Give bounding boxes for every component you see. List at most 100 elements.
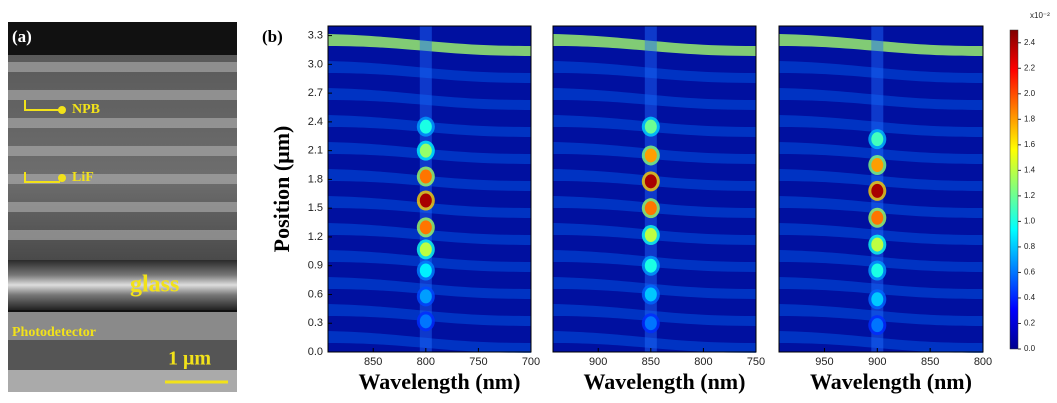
colorbar-tick-label: 1.4 [1024,165,1036,174]
x-tick-label: 750 [747,356,765,368]
plot-frame [327,25,532,353]
band [779,250,983,272]
hot-spot [419,220,432,235]
scale-bar-label: 1 μm [168,348,211,370]
hot-spot [644,287,657,302]
photodetector-label: Photodetector [12,325,96,340]
x-axis-title: Wavelength (nm) [359,369,521,394]
band [779,61,983,83]
x-tick-label: 800 [694,356,712,368]
panel-label: (b) [262,27,283,46]
colorbar-tick-label: 1.0 [1024,217,1036,226]
x-tick-label: 950 [815,356,833,368]
colorbar-tick-label: 0.2 [1024,319,1036,328]
band [779,277,983,299]
hot-spot [871,318,884,333]
colorbar-tick-label: 0.4 [1024,293,1036,302]
hot-spot [644,228,657,243]
y-tick-label: 1.2 [308,231,323,243]
y-tick-label: 2.1 [308,145,323,157]
x-tick-label: 750 [469,356,487,368]
hot-spot [644,258,657,273]
y-tick-label: 0.3 [308,317,323,329]
colorbar-multiplier: x10⁻² [1030,11,1050,20]
y-tick-label: 3.3 [308,29,323,41]
band [553,61,756,83]
band [779,331,983,353]
x-tick-label: 850 [364,356,382,368]
x-tick-label: 850 [921,356,939,368]
colorbar-tick-label: 0.8 [1024,242,1036,251]
band [779,169,983,191]
lif-label: LiF [72,170,94,185]
x-tick-label: 900 [868,356,886,368]
hot-spot [419,289,432,304]
hot-spot [419,314,432,329]
y-tick-label: 1.5 [308,202,323,214]
band [779,142,983,164]
hot-spot [871,132,884,147]
band [779,34,983,56]
hot-spot [871,237,884,252]
x-tick-label: 800 [417,356,435,368]
colorbar-tick-label: 1.8 [1024,114,1036,123]
colorbar [1009,29,1019,350]
hot-spot [644,174,657,189]
band [553,88,756,110]
y-axis-title: Position (μm) [269,126,294,253]
colorbar-tick-label: 2.2 [1024,63,1036,72]
band [553,34,756,56]
colorbar-tick-label: 2.0 [1024,89,1036,98]
colorbar-tick-label: 1.6 [1024,140,1036,149]
band [779,223,983,245]
hot-spot [871,210,884,225]
y-tick-label: 0.9 [308,260,323,272]
hot-spot [644,316,657,331]
x-tick-label: 700 [522,356,540,368]
heatmap [553,26,756,353]
hot-spot [871,292,884,307]
glass-label: glass [130,272,179,298]
band [779,88,983,110]
band [328,34,531,56]
panel-label: (a) [12,27,32,46]
colorbar-tick-label: 2.4 [1024,38,1036,47]
hot-spot [644,119,657,134]
heatmap [779,26,983,353]
band [779,196,983,218]
y-tick-label: 2.4 [308,116,323,128]
sem-image [8,22,237,392]
x-axis-title: Wavelength (nm) [810,369,972,394]
band [553,331,756,353]
x-tick-label: 800 [974,356,992,368]
colorbar-tick-label: 0.6 [1024,268,1036,277]
band [779,304,983,326]
x-axis-title: Wavelength (nm) [584,369,746,394]
band [328,250,531,272]
hot-spot [644,148,657,163]
y-tick-label: 0.0 [308,346,323,358]
hot-spot [419,143,432,158]
heatmap [328,26,531,353]
hot-spot [644,201,657,216]
npb-label: NPB [72,102,100,117]
band [779,115,983,137]
band [328,331,531,353]
colorbar-tick-label: 1.2 [1024,191,1036,200]
hot-spot [419,193,432,208]
colorbar-tick-label: 0.0 [1024,344,1036,353]
hot-spot [419,119,432,134]
y-tick-label: 1.8 [308,173,323,185]
plot-frame [778,25,984,353]
y-tick-label: 3.0 [308,58,323,70]
hot-spot [419,242,432,257]
hot-spot [871,263,884,278]
hot-spot [419,263,432,278]
hot-spot [419,169,432,184]
hot-spot [871,158,884,173]
band [328,61,531,83]
band [328,88,531,110]
x-tick-label: 850 [642,356,660,368]
plot-frame [552,25,757,353]
